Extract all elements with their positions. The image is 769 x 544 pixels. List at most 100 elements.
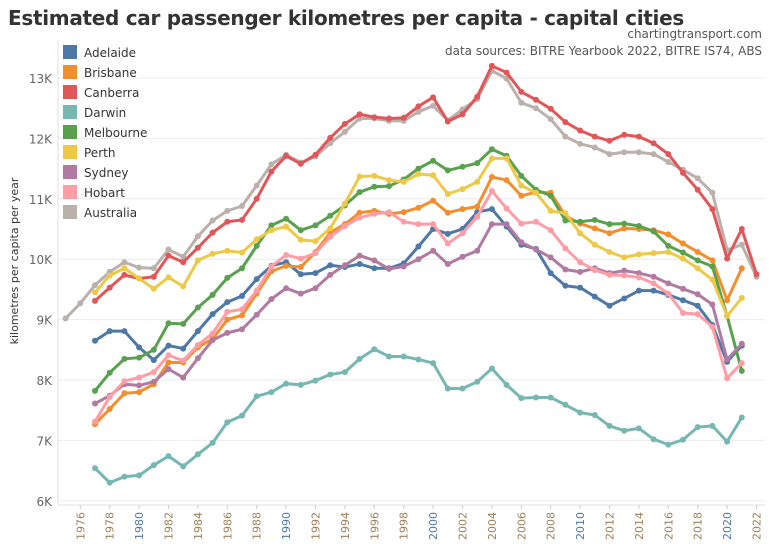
data-point-darwin [650, 436, 657, 443]
y-tick-label: 11K [29, 193, 53, 207]
data-point-perth [341, 200, 348, 207]
data-point-australia [606, 151, 613, 158]
data-point-melbourne [209, 291, 216, 298]
data-point-canberra [400, 114, 407, 121]
data-point-darwin [356, 355, 363, 362]
data-point-hobart [386, 209, 392, 216]
data-point-hobart [503, 205, 510, 212]
data-point-hobart [635, 274, 642, 281]
data-point-hobart [680, 309, 686, 316]
data-point-sydney [209, 337, 216, 344]
data-point-canberra [591, 133, 598, 140]
data-point-canberra [577, 127, 584, 134]
data-point-hobart [591, 267, 598, 274]
data-point-melbourne [680, 249, 686, 256]
data-point-melbourne [709, 263, 716, 270]
data-point-sydney [150, 378, 157, 385]
data-point-perth [665, 248, 672, 255]
legend-swatch-canberra [63, 85, 77, 99]
data-point-hobart [371, 210, 378, 217]
data-point-canberra [459, 111, 466, 118]
data-point-melbourne [444, 167, 451, 174]
data-point-darwin [253, 393, 260, 400]
data-point-sydney [430, 247, 437, 254]
x-tick-label: 2000 [427, 512, 440, 540]
data-point-adelaide [356, 261, 363, 268]
data-point-canberra [562, 119, 569, 126]
data-point-hobart [650, 280, 657, 287]
data-point-perth [474, 178, 481, 185]
data-point-darwin [224, 419, 231, 426]
data-point-australia [621, 149, 628, 156]
legend-label-canberra: Canberra [84, 86, 139, 100]
data-point-australia [694, 175, 701, 182]
data-point-canberra [650, 140, 657, 147]
data-point-melbourne [312, 222, 319, 229]
data-point-darwin [459, 385, 466, 392]
data-point-adelaide [547, 270, 554, 277]
data-point-brisbane [606, 230, 613, 237]
data-point-adelaide [694, 302, 701, 309]
y-tick-label: 10K [29, 253, 53, 267]
data-point-darwin [709, 422, 716, 429]
data-point-hobart [709, 323, 716, 330]
data-point-sydney [180, 374, 187, 381]
data-point-sydney [371, 257, 378, 264]
data-point-hobart [209, 330, 216, 337]
data-point-perth [253, 236, 260, 243]
data-point-darwin [606, 422, 613, 429]
data-point-hobart [665, 290, 672, 297]
legend-label-melbourne: Melbourne [84, 126, 147, 140]
data-point-canberra [621, 131, 628, 138]
legend-swatch-adelaide [63, 45, 77, 59]
data-point-perth [121, 265, 128, 272]
data-point-hobart [356, 214, 363, 221]
data-point-sydney [533, 246, 539, 253]
data-point-hobart [239, 306, 245, 313]
data-point-adelaide [327, 262, 334, 269]
data-point-adelaide [577, 284, 584, 291]
data-point-australia [165, 246, 172, 253]
data-point-brisbane [224, 316, 231, 323]
data-point-canberra [253, 195, 260, 202]
data-point-adelaide [591, 293, 598, 300]
data-point-melbourne [635, 222, 642, 229]
data-point-hobart [488, 187, 495, 194]
data-point-canberra [518, 88, 525, 95]
data-point-melbourne [591, 216, 598, 223]
data-point-australia [547, 116, 554, 123]
data-point-sydney [253, 311, 260, 318]
data-point-perth [268, 227, 275, 234]
x-tick-label: 2004 [486, 512, 499, 540]
legend-swatch-melbourne [63, 125, 77, 139]
data-point-perth [165, 274, 172, 281]
data-point-canberra [165, 252, 172, 259]
data-point-adelaide [297, 271, 304, 278]
data-point-hobart [121, 378, 128, 385]
data-point-hobart [400, 218, 407, 225]
data-point-brisbane [136, 389, 143, 396]
data-point-melbourne [136, 354, 143, 361]
data-point-australia [180, 253, 187, 260]
data-point-sydney [415, 256, 422, 263]
data-point-brisbane [518, 192, 525, 199]
data-point-darwin [106, 479, 113, 486]
sources-text: data sources: BITRE Yearbook 2022, BITRE… [444, 44, 762, 58]
data-point-adelaide [488, 206, 495, 213]
data-point-canberra [753, 271, 760, 278]
data-point-perth [400, 178, 407, 185]
data-point-hobart [150, 369, 157, 376]
data-point-perth [224, 247, 231, 254]
data-point-melbourne [650, 228, 657, 235]
data-point-hobart [341, 222, 348, 229]
data-point-hobart [459, 230, 466, 237]
data-point-brisbane [488, 174, 495, 181]
data-point-brisbane [430, 197, 437, 204]
data-point-canberra [444, 118, 451, 125]
data-point-melbourne [518, 172, 525, 179]
data-point-darwin [415, 356, 422, 363]
data-point-melbourne [92, 387, 98, 394]
data-point-darwin [444, 385, 451, 392]
data-point-australia [341, 128, 348, 135]
